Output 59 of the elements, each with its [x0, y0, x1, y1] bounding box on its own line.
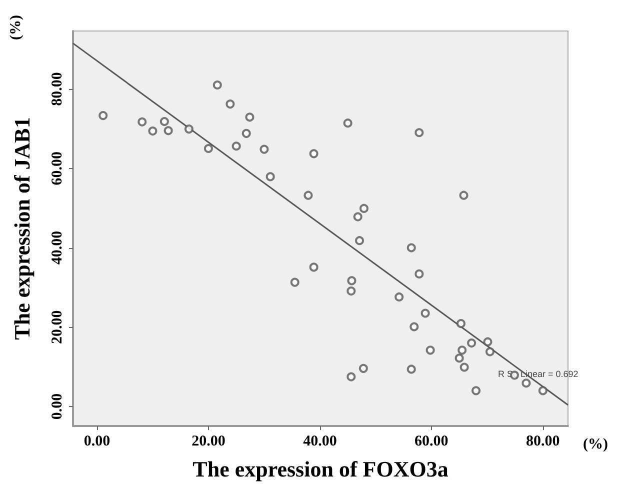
point — [343, 118, 352, 128]
point — [359, 204, 368, 213]
point — [426, 346, 435, 355]
point — [98, 111, 108, 120]
text: (%) — [583, 436, 608, 452]
y-tick-label: 40.00 — [50, 230, 66, 265]
point — [346, 286, 356, 296]
point — [164, 126, 173, 136]
point — [458, 346, 467, 355]
point — [467, 338, 476, 348]
point — [242, 128, 251, 138]
point — [260, 144, 269, 154]
point — [406, 364, 416, 374]
x-tick-label: 80.00 — [526, 434, 560, 450]
point — [212, 80, 222, 90]
y-tick-label: 0.00 — [50, 393, 66, 420]
point — [485, 347, 494, 356]
point — [414, 128, 424, 138]
point — [204, 144, 213, 154]
x-tick-label: 60.00 — [414, 434, 448, 450]
point — [148, 126, 158, 136]
point — [483, 337, 492, 346]
point — [459, 190, 468, 200]
point — [309, 149, 318, 158]
point — [410, 322, 419, 332]
point — [538, 386, 548, 396]
point — [347, 276, 356, 286]
y-tick-label: 60.00 — [50, 151, 66, 186]
point — [346, 372, 356, 382]
point — [460, 362, 469, 372]
point — [420, 308, 430, 318]
point — [245, 112, 254, 122]
y-tick-label: 80.00 — [50, 72, 66, 106]
point — [184, 124, 194, 134]
point — [232, 142, 241, 151]
point — [454, 354, 464, 363]
point — [290, 278, 300, 287]
x-tick-label: 40.00 — [303, 434, 337, 450]
x-tick-label: 20.00 — [192, 434, 226, 450]
point — [266, 172, 275, 182]
point — [394, 292, 404, 302]
point — [138, 117, 147, 126]
point — [304, 190, 313, 200]
point — [226, 100, 235, 109]
point — [472, 386, 481, 396]
x-axis-title: The expression of FOXO3a — [192, 456, 448, 482]
x-tick-label: 0.00 — [84, 434, 110, 450]
point — [160, 117, 169, 126]
point — [414, 269, 424, 278]
point — [355, 236, 364, 246]
point — [456, 319, 466, 328]
point — [406, 243, 416, 252]
y-axis-title: The expression of JAB1 — [10, 117, 34, 340]
text: (%) — [8, 15, 24, 40]
point — [358, 364, 368, 373]
y-tick-label: 20.00 — [50, 310, 66, 344]
point — [522, 378, 531, 388]
point — [309, 262, 318, 272]
point — [353, 212, 362, 222]
